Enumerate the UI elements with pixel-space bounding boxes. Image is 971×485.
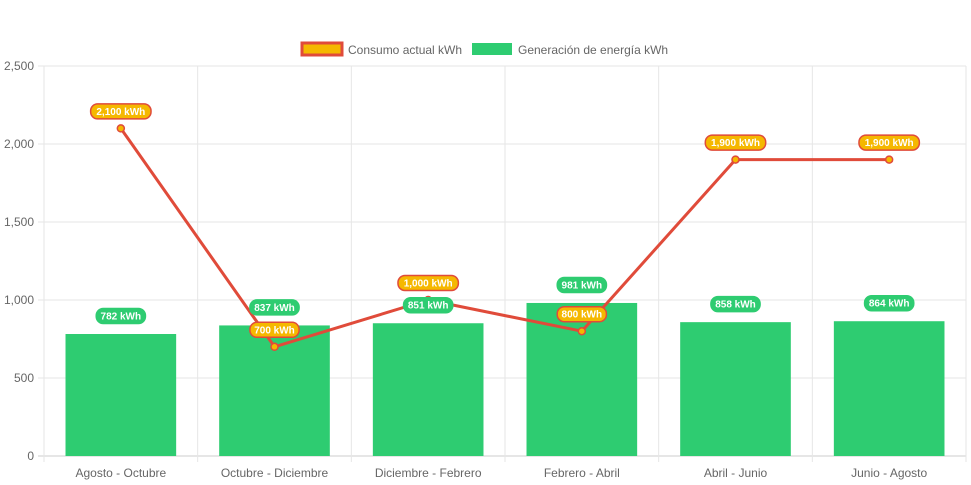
x-tick-label: Febrero - Abril [544,466,620,480]
x-tick-label: Octubre - Diciembre [221,466,329,480]
data-label-badge [402,296,454,314]
x-tick-label: Diciembre - Febrero [375,466,482,480]
data-label-badge [95,307,147,325]
data-label: 800 kWh [562,310,603,321]
data-label-badge [556,276,608,294]
data-label-badge [397,274,460,292]
data-labels: 782 kWh 837 kWh 851 kWh 981 kWh 858 kWh 864 k… [89,103,921,339]
generation-bar [833,321,945,456]
data-label-badge [249,321,300,339]
generation-bar [65,334,177,456]
data-label: 837 kWh [254,303,295,314]
y-tick-label: 2,500 [4,59,34,73]
data-label-badge [249,299,300,316]
x-axis: Agosto - Octubre Octubre - Diciembre Dicie… [75,466,927,480]
y-tick-label: 500 [14,371,34,385]
legend-swatch-consumo[interactable] [300,41,344,57]
generation-bar [680,322,791,456]
legend-label-generacion[interactable]: Generación de energía kWh [518,43,668,57]
consumption-line-path [119,127,890,349]
x-tick-label: Junio - Agosto [851,466,927,480]
consumption-point [731,155,740,164]
consumption-point [270,342,279,352]
y-axis: 0 500 1,000 1,500 2,000 2,500 [4,59,34,463]
gridlines [38,65,967,462]
y-tick-label: 1,500 [4,215,34,229]
data-label: 1,900 kWh [711,138,760,149]
y-tick-label: 0 [27,449,34,463]
x-tick-label: Abril - Junio [704,466,768,480]
generation-bars [65,302,945,456]
data-label-badge [863,294,915,312]
data-label-badge [556,305,608,323]
data-label: 851 kWh [408,301,449,312]
data-label: 981 kWh [562,280,603,291]
data-label-badge [704,134,767,151]
data-label: 1,000 kWh [404,279,453,290]
data-label-badge [710,295,761,313]
consumption-point [577,326,587,336]
generation-bar [372,323,484,456]
data-label: 858 kWh [715,300,756,311]
x-tick-label: Agosto - Octubre [75,466,166,480]
legend: Consumo actual kWh Generación de energía… [300,41,668,57]
data-label: 782 kWh [101,312,142,323]
consumption-point [884,155,894,164]
legend-swatch-generacion[interactable] [472,43,512,55]
data-label-badge [858,134,921,151]
y-tick-label: 2,000 [4,137,34,151]
y-tick-label: 1,000 [4,293,34,307]
data-label: 864 kWh [869,299,910,310]
legend-label-consumo[interactable]: Consumo actual kWh [348,43,462,57]
generation-bar [526,302,638,456]
data-label: 1,900 kWh [865,138,914,149]
consumption-point [116,124,126,133]
data-label: 700 kWh [254,325,295,336]
data-label-badge [89,103,152,120]
data-label: 2,100 kWh [96,107,145,118]
